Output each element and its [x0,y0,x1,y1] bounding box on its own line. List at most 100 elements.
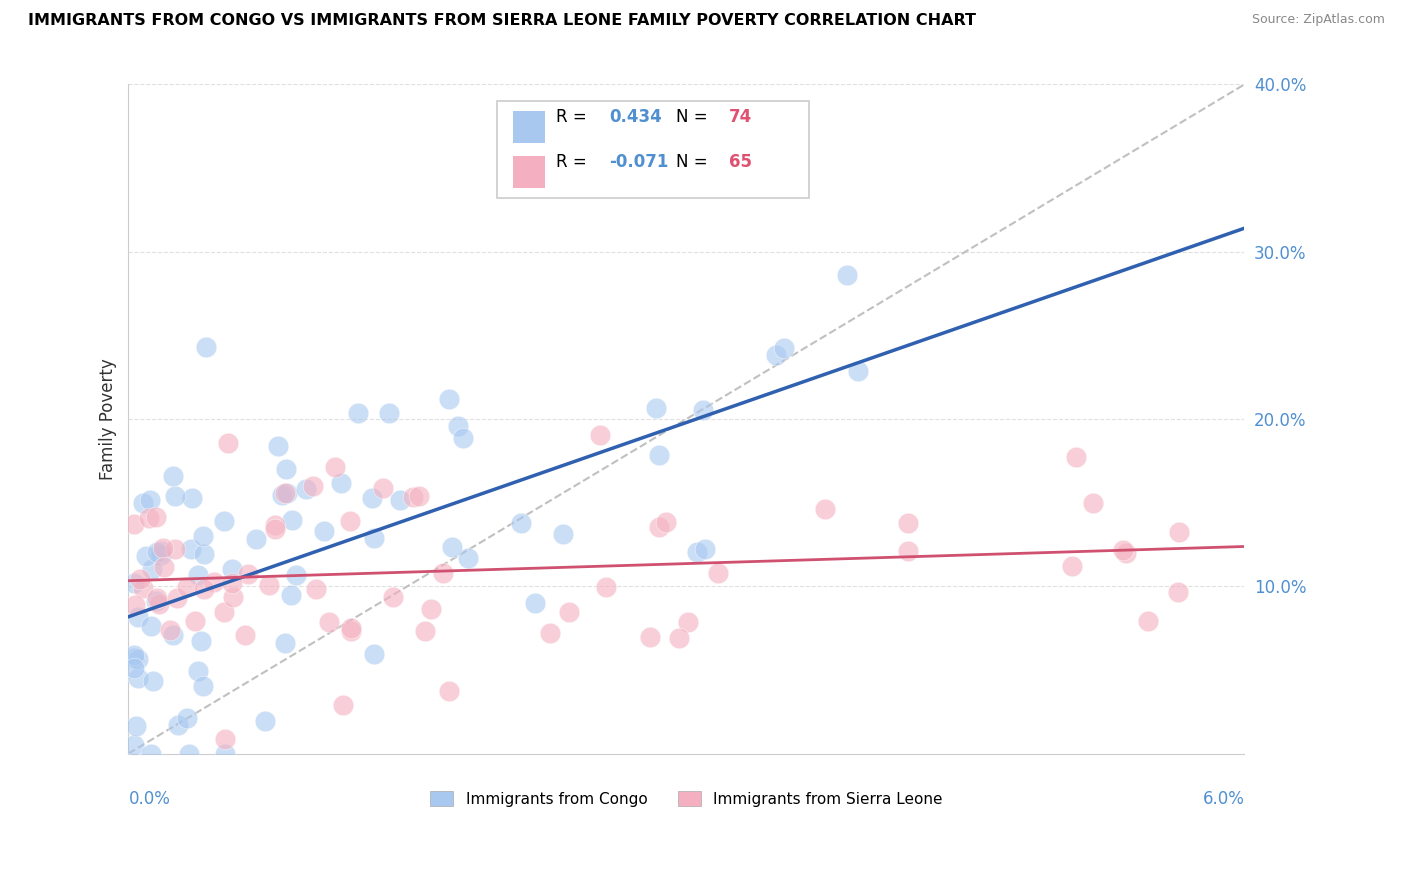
Point [274,486,297,500]
Point [381,590,404,604]
Point [330,476,353,491]
Point [127,671,149,685]
Point [274,462,297,476]
Point [340,621,363,635]
Point [127,652,149,666]
Point [163,541,186,556]
Point [202,574,225,589]
FancyBboxPatch shape [513,112,544,144]
Point [402,490,425,504]
Point [648,520,671,534]
Point [139,619,162,633]
Point [440,540,463,554]
Point [551,527,574,541]
Point [165,489,187,503]
Point [361,491,384,505]
Text: N =: N = [676,108,713,126]
Point [141,562,163,576]
Point [457,551,479,566]
Point [264,517,287,532]
Point [149,548,172,562]
Point [148,597,170,611]
Point [162,628,184,642]
Point [267,439,290,453]
Point [187,567,209,582]
Point [145,510,167,524]
Point [347,406,370,420]
Point [233,628,256,642]
Point [1136,614,1159,628]
Point [323,460,346,475]
Point [897,516,920,530]
Point [191,679,214,693]
FancyBboxPatch shape [513,156,544,188]
Point [122,651,145,665]
Point [122,517,145,532]
Point [190,633,212,648]
Point [305,582,328,596]
Point [180,542,202,557]
Point [184,615,207,629]
Point [145,594,167,608]
Point [254,714,277,729]
Point [295,482,318,496]
Point [707,566,730,580]
Point [314,524,336,538]
Point [437,684,460,698]
Point [538,626,561,640]
Point [378,406,401,420]
Point [558,605,581,619]
Point [150,543,173,558]
Point [837,268,859,282]
Legend: Immigrants from Congo, Immigrants from Sierra Leone: Immigrants from Congo, Immigrants from S… [425,785,949,813]
Point [166,718,188,732]
Point [166,591,188,606]
Text: 0.434: 0.434 [609,108,662,126]
Point [122,648,145,663]
Point [138,511,160,525]
Point [214,732,236,747]
Point [159,623,181,637]
Point [848,364,870,378]
Text: 0.0%: 0.0% [128,790,170,808]
Point [285,568,308,582]
Point [1112,543,1135,558]
Point [127,609,149,624]
Point [132,496,155,510]
Point [640,630,662,644]
Point [813,502,835,516]
Point [432,566,454,580]
Point [259,578,281,592]
Point [129,572,152,586]
Point [523,596,546,610]
Text: 6.0%: 6.0% [1202,790,1244,808]
Text: Source: ZipAtlas.com: Source: ZipAtlas.com [1251,13,1385,27]
Point [439,392,461,406]
Point [897,543,920,558]
Point [152,541,174,556]
Point [132,581,155,595]
Point [648,448,671,462]
Point [135,549,157,564]
Point [138,493,160,508]
Point [193,547,215,561]
Point [510,516,533,531]
Point [152,559,174,574]
Point [139,747,162,761]
Point [176,711,198,725]
FancyBboxPatch shape [496,101,810,198]
Point [676,615,699,630]
Point [765,348,787,362]
Point [124,598,146,612]
Point [302,478,325,492]
Point [1115,546,1137,560]
Point [122,661,145,675]
Point [340,624,363,639]
Point [1083,496,1105,510]
Point [214,605,236,619]
Point [193,582,215,596]
Point [212,514,235,528]
Point [122,576,145,591]
Text: R =: R = [555,153,592,170]
Point [271,488,294,502]
